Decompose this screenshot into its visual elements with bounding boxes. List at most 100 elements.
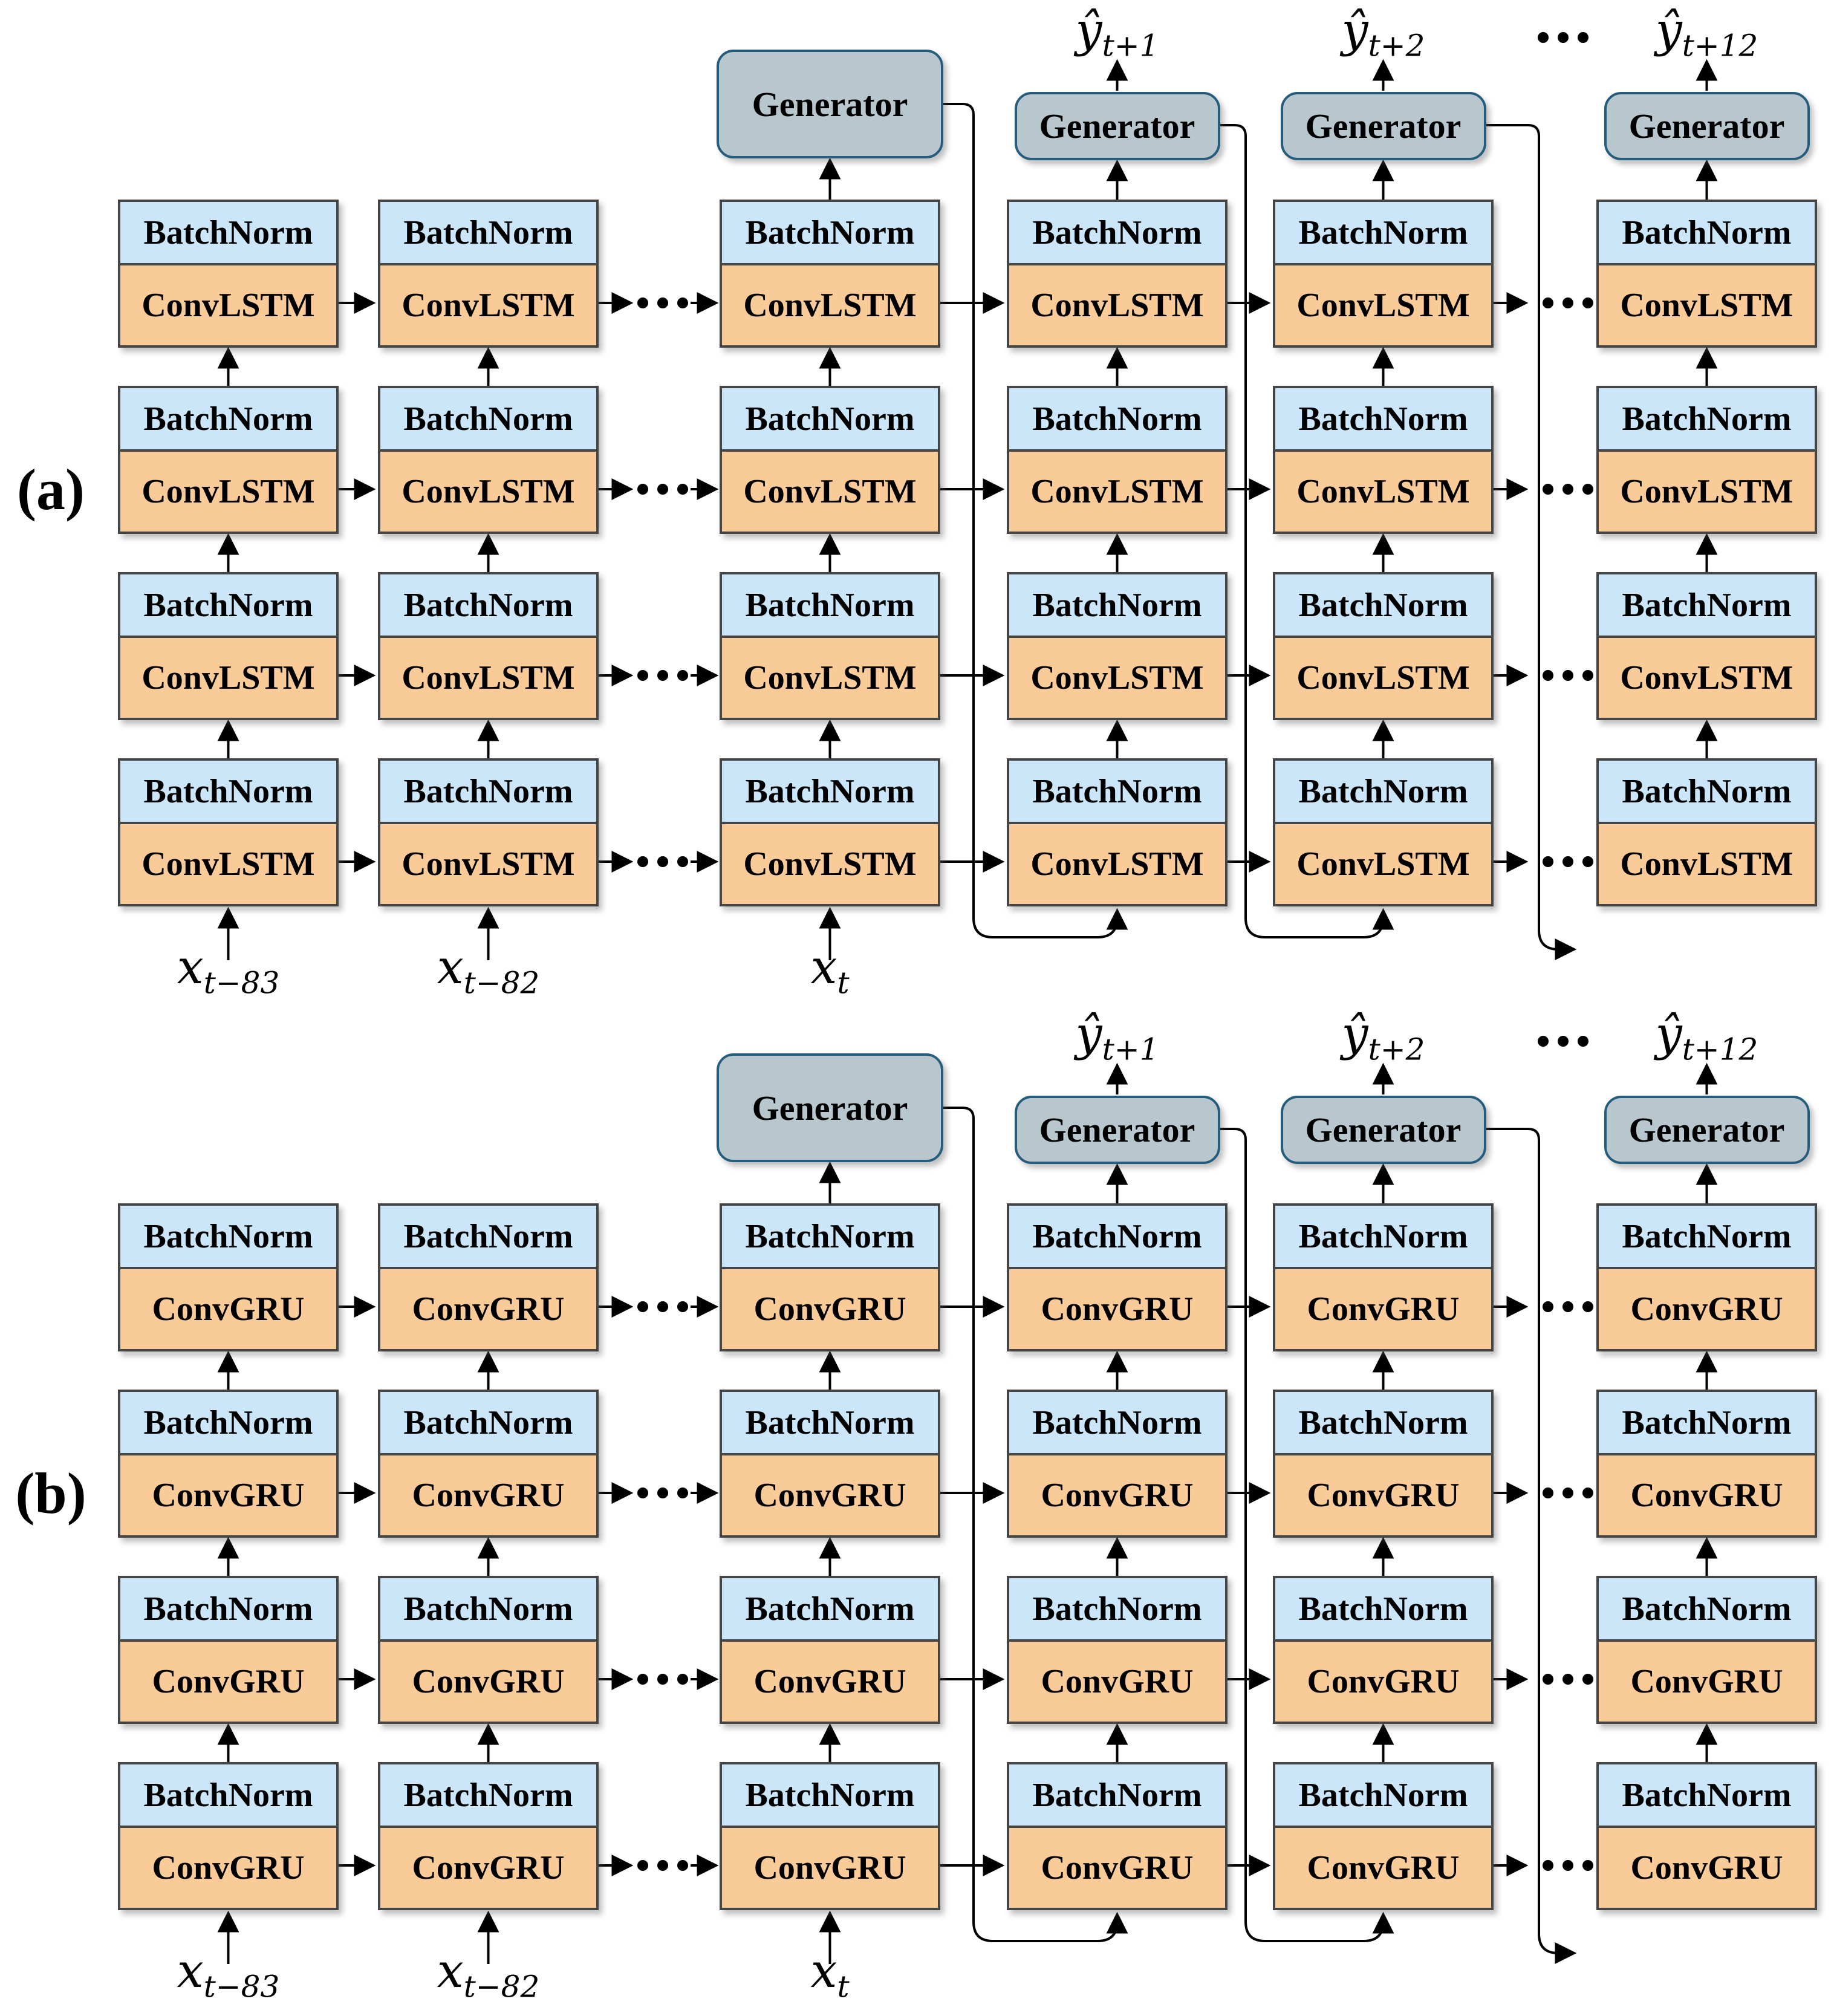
feedback-path xyxy=(1220,124,1394,938)
output-subscript: t+2 xyxy=(1368,1032,1425,1067)
recurrent-cell-box: ConvGRU xyxy=(1307,1663,1460,1700)
batchnorm-box: BatchNorm xyxy=(120,574,336,638)
ellipsis-dot-icon xyxy=(657,484,668,495)
batchnorm-box: BatchNorm xyxy=(380,1206,596,1269)
generator-box: Generator xyxy=(1014,1096,1220,1164)
batchnorm-box: BatchNorm xyxy=(1599,761,1815,824)
ellipsis-icon xyxy=(637,670,688,681)
block-unit: BatchNorm ConvGRU xyxy=(1007,1762,1228,1910)
ellipsis-dot-icon xyxy=(637,484,648,495)
input-label: xt xyxy=(709,1942,951,2005)
block-unit: BatchNorm ConvGRU xyxy=(378,1390,599,1538)
batchnorm-box: BatchNorm xyxy=(722,388,938,452)
input-subscript: t xyxy=(837,965,850,1001)
ellipsis-dot-icon xyxy=(677,1301,688,1312)
output-symbol: ŷ xyxy=(1341,3,1368,57)
block-unit: BatchNorm ConvLSTM xyxy=(118,572,339,720)
input-label: xt−82 xyxy=(368,938,610,1001)
recurrent-cell-box: ConvGRU xyxy=(152,1290,305,1328)
block-unit: BatchNorm ConvLSTM xyxy=(118,758,339,906)
input-symbol: x xyxy=(437,940,464,995)
ellipsis-dot-icon xyxy=(1582,484,1593,495)
recurrent-cell-box: ConvGRU xyxy=(753,1290,906,1328)
block-unit: BatchNorm ConvGRU xyxy=(1596,1576,1817,1724)
recurrent-cell-box: ConvLSTM xyxy=(402,287,575,324)
input-subscript: t−83 xyxy=(203,1969,280,2005)
block-unit: BatchNorm ConvLSTM xyxy=(720,386,940,534)
output-label: ŷt+2 xyxy=(1263,1005,1504,1067)
feedback-path xyxy=(1486,124,1577,960)
batchnorm-box: BatchNorm xyxy=(380,574,596,638)
feedback-path xyxy=(1486,1128,1577,1964)
block-unit: BatchNorm ConvLSTM xyxy=(118,200,339,348)
output-subscript: t+12 xyxy=(1682,1032,1758,1067)
block-unit: BatchNorm ConvLSTM xyxy=(1007,386,1228,534)
ellipsis-dot-icon xyxy=(1543,1674,1553,1685)
block-unit: BatchNorm ConvGRU xyxy=(1007,1203,1228,1351)
ellipsis-icon xyxy=(637,1860,688,1871)
block-unit: BatchNorm ConvLSTM xyxy=(378,200,599,348)
block-unit: BatchNorm ConvGRU xyxy=(1596,1203,1817,1351)
recurrent-cell-box: ConvLSTM xyxy=(1620,473,1793,510)
input-symbol: x xyxy=(177,1944,204,1998)
ellipsis-dot-icon xyxy=(1543,1488,1553,1498)
batchnorm-box: BatchNorm xyxy=(120,388,336,452)
output-symbol: ŷ xyxy=(1075,3,1102,57)
recurrent-cell-box: ConvLSTM xyxy=(1620,659,1793,697)
ellipsis-dot-icon xyxy=(657,856,668,867)
block-unit: BatchNorm ConvGRU xyxy=(720,1203,940,1351)
ellipsis-icon xyxy=(1538,1036,1588,1047)
recurrent-cell-box: ConvLSTM xyxy=(1296,473,1470,510)
recurrent-cell-box: ConvGRU xyxy=(753,1849,906,1887)
ellipsis-dot-icon xyxy=(657,1860,668,1871)
recurrent-cell-box: ConvGRU xyxy=(1307,1290,1460,1328)
batchnorm-box: BatchNorm xyxy=(380,761,596,824)
block-unit: BatchNorm ConvGRU xyxy=(720,1390,940,1538)
block-unit: BatchNorm ConvLSTM xyxy=(1596,758,1817,906)
input-subscript: t−82 xyxy=(463,965,540,1001)
generator-box: Generator xyxy=(1280,92,1486,160)
ellipsis-dot-icon xyxy=(677,1488,688,1498)
recurrent-cell-box: ConvLSTM xyxy=(141,659,315,697)
batchnorm-box: BatchNorm xyxy=(120,1578,336,1642)
ellipsis-dot-icon xyxy=(1562,1674,1573,1685)
block-unit: BatchNorm ConvGRU xyxy=(118,1203,339,1351)
recurrent-cell-box: ConvLSTM xyxy=(141,287,315,324)
output-label: ŷt+12 xyxy=(1586,1,1828,63)
ellipsis-icon xyxy=(1543,1674,1593,1685)
recurrent-cell-box: ConvGRU xyxy=(1630,1663,1783,1700)
generator-box: Generator xyxy=(1280,1096,1486,1164)
recurrent-cell-box: ConvLSTM xyxy=(1030,845,1204,883)
batchnorm-box: BatchNorm xyxy=(380,202,596,265)
batchnorm-box: BatchNorm xyxy=(1599,1206,1815,1269)
batchnorm-box: BatchNorm xyxy=(722,761,938,824)
batchnorm-box: BatchNorm xyxy=(1275,1392,1491,1455)
recurrent-cell-box: ConvGRU xyxy=(412,1477,565,1514)
batchnorm-box: BatchNorm xyxy=(120,1392,336,1455)
panel-b: (b) BatchNorm ConvGRU BatchNorm ConvGRU Batch… xyxy=(0,1004,1834,2008)
input-subscript: t−82 xyxy=(463,1969,540,2005)
block-unit: BatchNorm ConvGRU xyxy=(378,1203,599,1351)
block-unit: BatchNorm ConvLSTM xyxy=(720,572,940,720)
batchnorm-box: BatchNorm xyxy=(1009,1206,1225,1269)
recurrent-cell-box: ConvGRU xyxy=(412,1663,565,1700)
ellipsis-dot-icon xyxy=(1562,484,1573,495)
output-subscript: t+1 xyxy=(1102,28,1159,63)
recurrent-cell-box: ConvGRU xyxy=(152,1849,305,1887)
ellipsis-dot-icon xyxy=(637,856,648,867)
batchnorm-box: BatchNorm xyxy=(722,1206,938,1269)
batchnorm-box: BatchNorm xyxy=(1275,1206,1491,1269)
ellipsis-dot-icon xyxy=(1538,32,1549,43)
recurrent-cell-box: ConvLSTM xyxy=(743,659,917,697)
input-subscript: t xyxy=(837,1969,850,2005)
ellipsis-dot-icon xyxy=(677,670,688,681)
batchnorm-box: BatchNorm xyxy=(1009,761,1225,824)
ellipsis-dot-icon xyxy=(1578,32,1588,43)
ellipsis-dot-icon xyxy=(677,484,688,495)
recurrent-cell-box: ConvLSTM xyxy=(743,845,917,883)
block-unit: BatchNorm ConvGRU xyxy=(1273,1576,1494,1724)
recurrent-cell-box: ConvGRU xyxy=(412,1290,565,1328)
recurrent-cell-box: ConvGRU xyxy=(753,1477,906,1514)
batchnorm-box: BatchNorm xyxy=(1275,202,1491,265)
block-unit: BatchNorm ConvGRU xyxy=(1273,1390,1494,1538)
